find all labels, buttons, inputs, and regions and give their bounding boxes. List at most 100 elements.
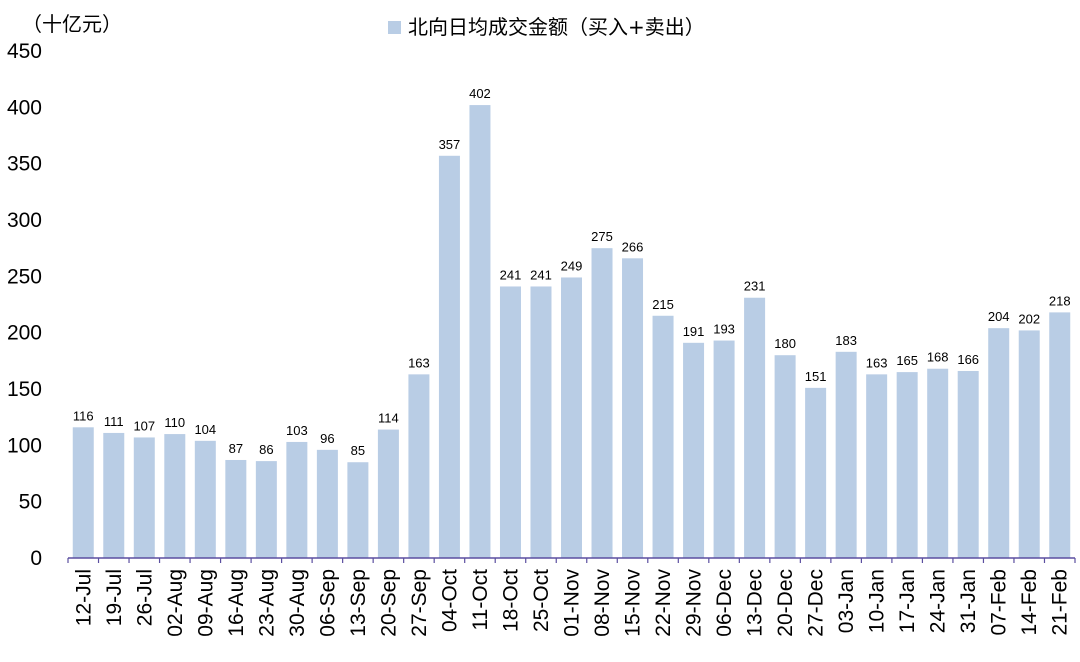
x-tick-label: 12-Jul	[72, 569, 95, 626]
data-label: 193	[713, 322, 735, 337]
x-tick-label: 30-Aug	[286, 569, 309, 637]
data-label: 116	[73, 408, 94, 423]
bar	[408, 374, 430, 558]
x-tick-label: 21-Feb	[1049, 569, 1072, 636]
x-tick-label: 22-Nov	[652, 569, 675, 637]
bar	[316, 449, 338, 558]
data-label: 402	[469, 86, 491, 101]
bar	[744, 297, 766, 558]
bar	[1018, 330, 1040, 558]
legend-swatch	[388, 21, 401, 34]
bar	[683, 342, 705, 558]
x-tick-label: 20-Sep	[377, 569, 400, 637]
bar	[561, 277, 582, 558]
x-tick-label: 20-Dec	[774, 569, 797, 637]
bar	[896, 372, 918, 558]
data-label: 151	[805, 369, 827, 384]
x-tick-label: 17-Jan	[896, 569, 919, 633]
data-label: 163	[866, 355, 888, 370]
bar	[133, 437, 155, 558]
data-label: 111	[104, 414, 124, 429]
bar	[225, 459, 247, 558]
x-tick-label: 19-Jul	[103, 569, 126, 626]
bar	[1049, 312, 1071, 558]
bar	[530, 286, 552, 558]
data-label: 107	[133, 418, 155, 433]
x-tick-label: 27-Sep	[408, 569, 431, 637]
data-label: 168	[927, 350, 949, 365]
data-label: 87	[229, 441, 243, 456]
data-label: 110	[164, 415, 185, 430]
bar	[438, 155, 460, 558]
legend: 北向日均成交金额（买入+卖出）	[388, 15, 705, 39]
bar	[805, 387, 827, 558]
y-tick-label: 50	[19, 491, 42, 514]
x-tick-label: 27-Dec	[805, 569, 828, 637]
data-label: 85	[351, 443, 365, 458]
bar	[835, 351, 857, 558]
x-tick-label: 10-Jan	[866, 569, 889, 633]
y-tick-label: 350	[7, 153, 42, 176]
bar	[927, 368, 949, 558]
data-label: 114	[378, 411, 399, 426]
x-tick-label: 08-Nov	[591, 569, 614, 637]
y-tick-label: 150	[7, 378, 42, 401]
data-label: 180	[774, 336, 796, 351]
x-tick-label: 15-Nov	[622, 569, 645, 637]
data-label: 165	[896, 353, 918, 368]
data-label: 86	[259, 442, 273, 457]
data-label: 166	[957, 352, 979, 367]
y-tick-label: 400	[7, 96, 42, 119]
bar	[652, 315, 674, 558]
data-label: 215	[652, 297, 674, 312]
x-tick-label: 14-Feb	[1018, 569, 1041, 636]
x-axis-ticks	[67, 558, 1076, 563]
x-tick-label: 16-Aug	[225, 569, 248, 637]
x-tick-label: 29-Nov	[683, 569, 706, 637]
y-tick-label: 100	[7, 434, 42, 457]
y-tick-label: 450	[7, 40, 42, 63]
data-label: 103	[286, 423, 308, 438]
x-tick-label: 06-Dec	[713, 569, 736, 637]
x-tick-label: 07-Feb	[988, 569, 1011, 636]
x-tick-label: 06-Sep	[316, 569, 339, 637]
data-label: 266	[622, 239, 644, 254]
bar	[72, 427, 94, 558]
y-tick-label: 250	[7, 265, 42, 288]
bar	[377, 429, 399, 558]
bars	[72, 105, 1071, 559]
legend-label: 北向日均成交金额（买入+卖出）	[408, 15, 705, 39]
y-unit-label: （十亿元）	[22, 12, 122, 36]
x-tick-label: 09-Aug	[194, 569, 217, 637]
x-tick-label: 18-Oct	[499, 569, 522, 632]
y-axis-tick-labels: 0 50 100 150 200 250 300 350 400 450	[7, 40, 42, 570]
x-tick-label: 04-Oct	[438, 569, 461, 632]
data-label: 104	[194, 422, 216, 437]
y-tick-label: 300	[7, 209, 42, 232]
bar	[866, 374, 888, 558]
data-label: 204	[988, 309, 1010, 324]
bar	[469, 105, 491, 558]
data-label: 241	[500, 267, 522, 282]
data-label: 202	[1018, 311, 1040, 326]
data-label: 241	[530, 267, 552, 282]
y-tick-label: 0	[30, 547, 42, 570]
x-tick-label: 31-Jan	[957, 569, 980, 633]
y-tick-label: 200	[7, 322, 42, 345]
bar	[591, 248, 613, 559]
x-tick-label: 13-Sep	[347, 569, 370, 637]
data-label: 218	[1049, 293, 1071, 308]
bar	[988, 328, 1010, 558]
x-tick-label: 13-Dec	[744, 569, 767, 637]
data-labels: 116 111 107 110 104 87 86 103 96 85 114 163 357 402 24…	[73, 86, 1071, 458]
x-tick-label: 11-Oct	[469, 569, 492, 631]
x-tick-label: 03-Jan	[835, 569, 858, 633]
bar	[103, 432, 125, 558]
x-tick-label: 02-Aug	[164, 569, 187, 637]
x-axis-tick-labels: 12-Jul 19-Jul 26-Jul 02-Aug 09-Aug 16-Aug 23-A…	[72, 569, 1071, 637]
x-tick-label: 26-Jul	[133, 569, 156, 626]
bar	[713, 340, 735, 558]
x-tick-label: 01-Nov	[561, 569, 584, 637]
bar	[499, 286, 521, 558]
bar	[774, 355, 796, 558]
